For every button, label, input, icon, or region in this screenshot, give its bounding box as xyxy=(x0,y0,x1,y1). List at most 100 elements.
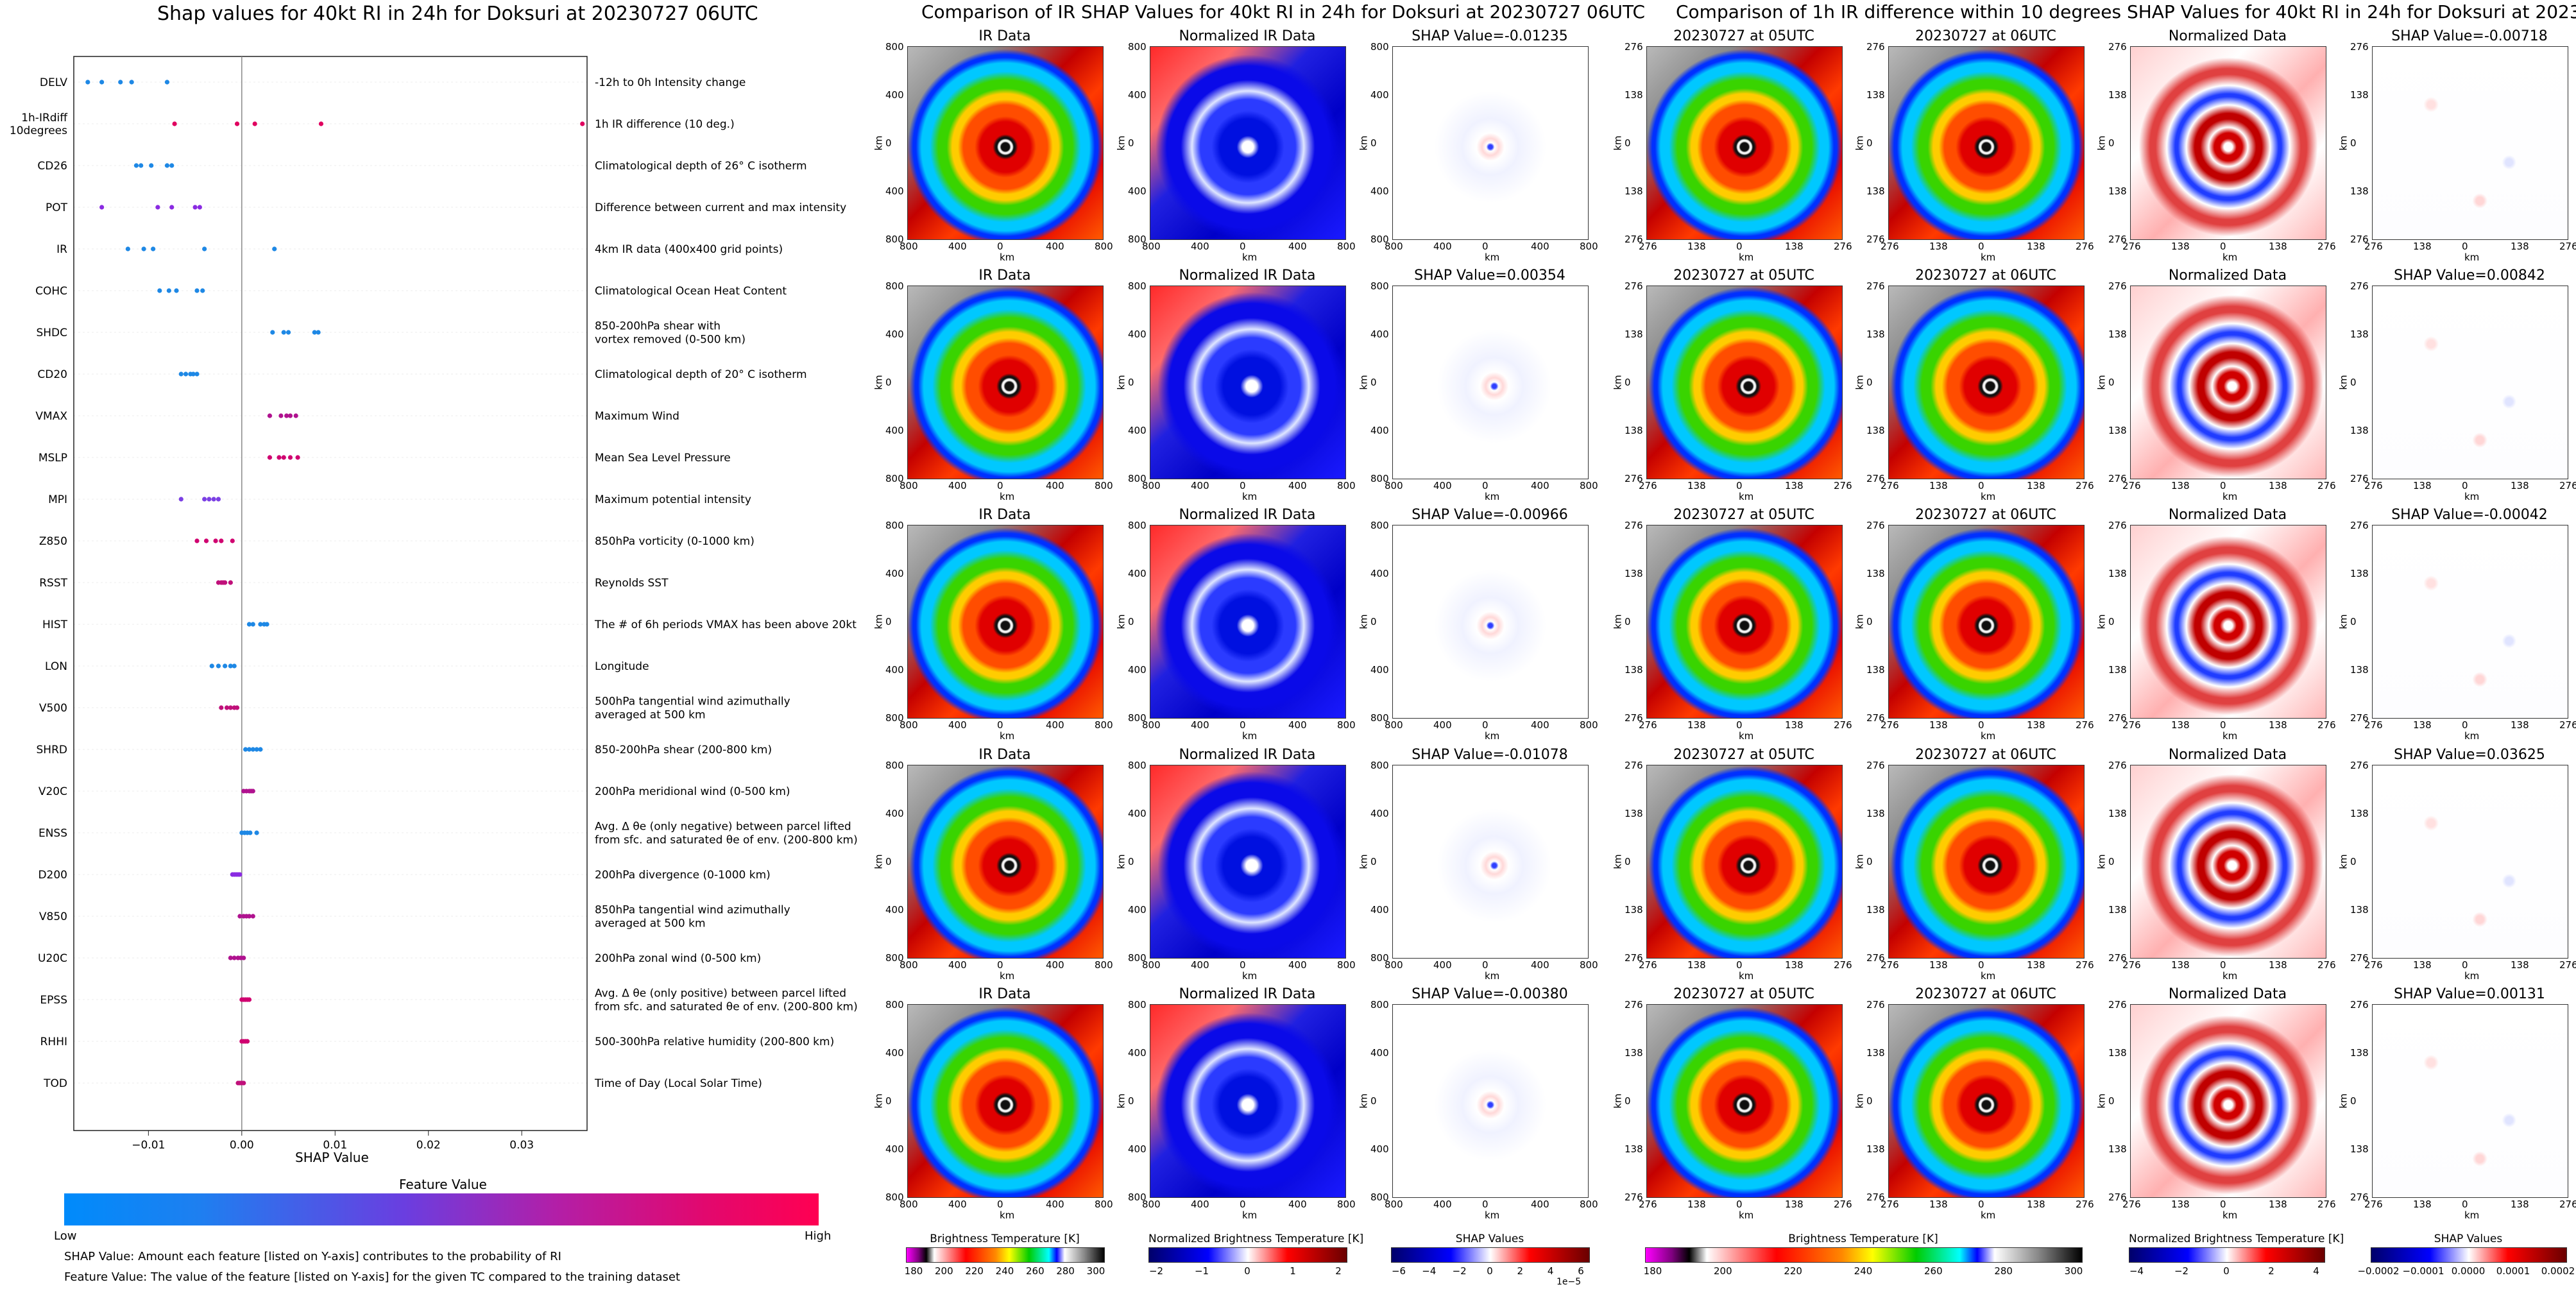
shap-point xyxy=(228,580,233,585)
subplot-title: IR Data xyxy=(978,28,1031,44)
shap-point xyxy=(228,705,233,710)
y-tick-label: 276 xyxy=(1625,41,1643,53)
x-tick-label: 138 xyxy=(2269,480,2287,491)
shap-values-colorbar-1h xyxy=(2371,1247,2567,1263)
y-tick-label: 276 xyxy=(1625,1191,1643,1203)
y-tick-label: 0 xyxy=(1625,1095,1631,1107)
shap-point xyxy=(202,497,207,502)
shap-point xyxy=(85,80,90,85)
x-tick-label: 0 xyxy=(2220,719,2226,731)
colorbar-tick-label: 6 xyxy=(1578,1265,1584,1277)
y-tick-label: 0 xyxy=(2350,856,2357,867)
y-tick-label: 800 xyxy=(1128,234,1147,245)
y-tick-label: 276 xyxy=(1866,280,1885,292)
colorbar-tick-label: 280 xyxy=(1056,1265,1075,1277)
shap-point xyxy=(252,121,257,126)
y-tick-label: 138 xyxy=(2350,904,2369,916)
x-tick-label: 276 xyxy=(2076,1199,2094,1210)
y-axis-label: km xyxy=(2095,375,2108,390)
satellite-image-panel xyxy=(2372,525,2568,719)
shap-point xyxy=(213,538,218,543)
feature-description-label: Reynolds SST xyxy=(595,577,669,590)
colorbar-tick-label: 0 xyxy=(2223,1265,2230,1277)
x-tick-label: 276 xyxy=(1834,480,1852,491)
feature-description-label: 500hPa tangential wind azimuthally xyxy=(595,696,790,708)
x-tick-label: 400 xyxy=(948,719,967,731)
x-tick-label: 276 xyxy=(2559,241,2576,252)
satellite-image-panel xyxy=(907,286,1104,479)
y-tick-label: 276 xyxy=(1866,473,1885,484)
y-tick-label: 800 xyxy=(885,520,904,531)
x-tick-label: 138 xyxy=(2027,1199,2045,1210)
satellite-image-panel xyxy=(1150,525,1346,719)
y-tick-label: 0 xyxy=(1866,616,1873,627)
y-axis-label: km xyxy=(1115,1093,1127,1109)
feature-name-label: Z850 xyxy=(39,535,67,548)
x-axis-label: km xyxy=(2222,252,2238,263)
colorbar-tick-label: 180 xyxy=(1643,1265,1662,1277)
satellite-image-panel xyxy=(2372,1004,2568,1198)
x-tick-label: 400 xyxy=(1433,959,1452,971)
satellite-image-panel xyxy=(1150,1004,1346,1198)
shap-point xyxy=(230,538,235,543)
shap-point xyxy=(237,914,243,919)
feature-name-label: SHDC xyxy=(36,327,67,339)
feature-name-label: V500 xyxy=(39,702,67,715)
x-tick-label: 800 xyxy=(1095,480,1113,491)
y-tick-label: 138 xyxy=(1866,808,1885,819)
x-tick-label: 138 xyxy=(1687,241,1706,252)
y-axis-label: km xyxy=(1612,1093,1624,1109)
y-axis-label: km xyxy=(1115,135,1127,151)
y-tick-label: 138 xyxy=(1866,568,1885,579)
x-tick-label: −0.01 xyxy=(132,1139,165,1152)
feature-name-label: V850 xyxy=(39,910,67,923)
x-tick-label: 276 xyxy=(2317,241,2336,252)
feature-name-label: MSLP xyxy=(38,452,67,465)
x-tick-label: 800 xyxy=(1580,241,1598,252)
y-axis-label: km xyxy=(2095,135,2108,151)
y-tick-label: 0 xyxy=(2108,856,2115,867)
shap-point xyxy=(141,246,146,252)
satellite-image-panel xyxy=(907,765,1104,959)
y-tick-label: 138 xyxy=(1625,808,1643,819)
shap-point xyxy=(258,747,263,752)
y-tick-label: 0 xyxy=(2108,1095,2115,1107)
x-axis-label: km xyxy=(1739,730,1754,742)
x-tick-label: 0 xyxy=(1736,1199,1743,1210)
x-axis-label: km xyxy=(1000,970,1015,982)
shap-point xyxy=(295,455,300,460)
subplot-title: Normalized IR Data xyxy=(1179,268,1316,284)
normalized-temp-colorbar xyxy=(1148,1247,1347,1263)
shap-point xyxy=(224,705,230,710)
y-tick-label: 800 xyxy=(1128,41,1147,53)
shap-point xyxy=(293,413,298,418)
y-axis-label: km xyxy=(1115,614,1127,629)
x-tick-label: 138 xyxy=(2413,959,2432,971)
feature-name-label: CD26 xyxy=(37,160,67,173)
y-tick-label: 0 xyxy=(1128,1095,1134,1107)
shap-point xyxy=(318,121,324,126)
feature-name-label: COHC xyxy=(35,285,67,298)
x-tick-label: 276 xyxy=(2317,480,2336,491)
colorbar-tick-label: 200 xyxy=(935,1265,953,1277)
satellite-image-panel xyxy=(1888,1004,2085,1198)
y-tick-label: 138 xyxy=(1625,1143,1643,1155)
satellite-image-panel xyxy=(1888,286,2085,479)
feature-colorbar-title: Feature Value xyxy=(399,1177,487,1192)
y-tick-label: 800 xyxy=(1128,1191,1147,1203)
y-axis-label: km xyxy=(1854,854,1866,869)
shap-point xyxy=(254,830,259,835)
x-tick-label: 0 xyxy=(1482,1199,1488,1210)
satellite-image-panel xyxy=(1646,1004,1843,1198)
y-tick-label: 138 xyxy=(2350,1143,2369,1155)
x-axis-label: km xyxy=(1000,491,1015,502)
shap-point xyxy=(169,205,175,210)
colorbar-tick-label: −6 xyxy=(1391,1265,1406,1277)
y-tick-label: 800 xyxy=(1128,520,1147,531)
x-tick-label: 276 xyxy=(1881,1199,1899,1210)
satellite-image-panel xyxy=(1392,1004,1589,1198)
x-tick-label: 276 xyxy=(1834,1199,1852,1210)
satellite-image-panel xyxy=(907,46,1104,240)
y-tick-label: 800 xyxy=(1370,760,1389,771)
x-tick-label: 276 xyxy=(2317,719,2336,731)
